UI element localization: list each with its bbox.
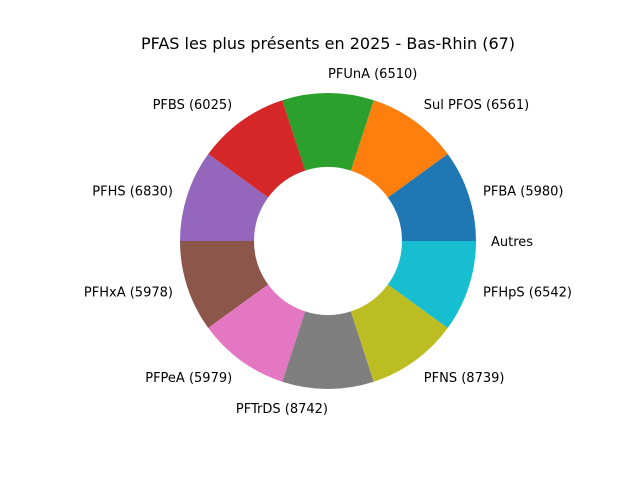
- slice-pfuna-6510: [282, 93, 374, 171]
- slice-label-pfhps-6542: PFHpS (6542): [483, 285, 572, 300]
- slice-label-pfuna-6510: PFUnA (6510): [328, 67, 417, 82]
- slice-label-pfpea-5979: PFPeA (5979): [145, 371, 232, 386]
- slice-label-autres: Autres: [491, 235, 533, 250]
- donut-slices: [180, 93, 476, 389]
- slice-pftrds-8742: [282, 311, 374, 389]
- slice-pfns-8739: [350, 284, 448, 382]
- slice-label-pftrds-8742: PFTrDS (8742): [236, 402, 328, 417]
- slice-label-pfba-5980: PFBA (5980): [483, 185, 564, 200]
- slice-label-pfbs-6025: PFBS (6025): [153, 98, 233, 113]
- slice-pfba-5980: [387, 154, 476, 241]
- slice-pfpea-5979: [208, 284, 306, 382]
- chart-title: PFAS les plus présents en 2025 - Bas-Rhi…: [141, 34, 515, 53]
- slice-label-pfhxa-5978: PFHxA (5978): [84, 285, 173, 300]
- slice-label-sul-pfos-6561: Sul PFOS (6561): [424, 98, 529, 113]
- slice-pfhps-6542: [387, 241, 476, 328]
- slice-pfhs-6830: [180, 154, 269, 241]
- slice-labels: PFBA (5980) Sul PFOS (6561) PFUnA (6510) PF…: [84, 67, 572, 417]
- slice-pfhxa-5978: [180, 241, 269, 328]
- slice-label-pfhs-6830: PFHS (6830): [92, 185, 173, 200]
- slice-label-pfns-8739: PFNS (8739): [424, 371, 505, 386]
- slice-sul-pfos-6561: [350, 100, 448, 198]
- slice-pfbs-6025: [208, 100, 306, 198]
